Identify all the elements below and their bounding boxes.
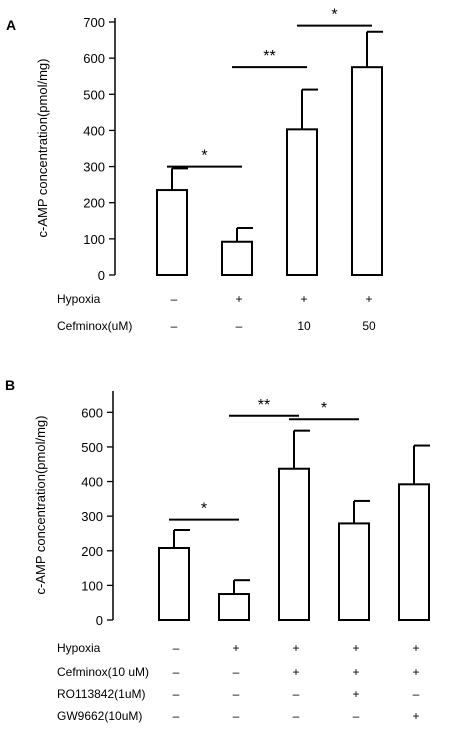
chart-panel-b: B 0 100 200 300 400 500 600 c-AMP concentration(… (5, 377, 430, 723)
condition-row-label: GW9662(10uM) (57, 709, 142, 723)
condition-value: – (293, 709, 300, 723)
y-tick-label: 0 (96, 613, 103, 628)
condition-value: + (352, 687, 359, 701)
condition-row-label: Hypoxia (57, 641, 101, 655)
significance-marker: * (321, 400, 327, 417)
significance-marker: * (331, 7, 337, 24)
y-axis-label: c-AMP concentration(pmol/mg) (35, 59, 50, 238)
y-tick-label: 100 (81, 578, 103, 593)
significance-marker: ** (258, 397, 270, 414)
y-axis-label: c-AMP concentration(pmol/mg) (33, 416, 48, 595)
condition-value: – (233, 687, 240, 701)
bar (338, 522, 370, 622)
condition-value: + (352, 665, 359, 679)
y-tick-label: 300 (81, 509, 103, 524)
condition-row-label: Cefminox(uM) (57, 319, 132, 333)
y-tick-label: 300 (83, 160, 105, 175)
condition-row-label: RO113842(1uM) (57, 687, 146, 701)
panel-label: A (6, 17, 16, 33)
condition-value: – (173, 709, 180, 723)
condition-value: + (365, 292, 372, 306)
condition-value: 10 (297, 319, 311, 333)
condition-value: – (413, 687, 420, 701)
condition-value: – (353, 709, 360, 723)
bar (398, 483, 430, 621)
bar (278, 467, 310, 621)
y-tick-label: 100 (83, 232, 105, 247)
condition-value: – (173, 641, 180, 655)
y-tick-label: 400 (83, 123, 105, 138)
condition-value: – (171, 292, 178, 306)
bar (351, 66, 383, 276)
bar (221, 240, 253, 276)
bar (156, 189, 188, 276)
y-tick-label: 200 (83, 196, 105, 211)
y-tick-label: 0 (98, 268, 105, 283)
condition-value: + (412, 709, 419, 723)
condition-value: – (293, 687, 300, 701)
condition-value: – (171, 319, 178, 333)
panel-label: B (5, 377, 15, 393)
y-tick-label: 600 (83, 51, 105, 66)
condition-value: – (236, 319, 243, 333)
y-tick-label: 500 (81, 440, 103, 455)
significance-marker: ** (263, 48, 275, 65)
condition-value: + (292, 665, 299, 679)
condition-value: – (233, 709, 240, 723)
condition-value: + (412, 665, 419, 679)
condition-value: 50 (362, 319, 376, 333)
y-tick-label: 600 (81, 405, 103, 420)
condition-value: – (233, 665, 240, 679)
condition-value: + (412, 641, 419, 655)
chart-panel-a: A 0 100 200 300 400 500 600 700 c-AMP concentrati… (6, 7, 383, 333)
condition-value: + (352, 641, 359, 655)
condition-value: + (292, 641, 299, 655)
y-tick-label: 500 (83, 87, 105, 102)
significance-marker: * (201, 501, 207, 518)
bar (158, 547, 190, 621)
condition-value: + (300, 292, 307, 306)
bar (218, 593, 250, 621)
y-tick-label: 700 (83, 15, 105, 30)
condition-value: – (173, 665, 180, 679)
condition-row-label: Hypoxia (57, 292, 101, 306)
condition-value: + (235, 292, 242, 306)
significance-marker: * (201, 148, 207, 165)
y-tick-label: 200 (81, 544, 103, 559)
y-tick-label: 400 (81, 475, 103, 490)
condition-row-label: Cefminox(10 uM) (57, 665, 149, 679)
condition-value: + (232, 641, 239, 655)
condition-value: – (173, 687, 180, 701)
bar (286, 128, 318, 276)
